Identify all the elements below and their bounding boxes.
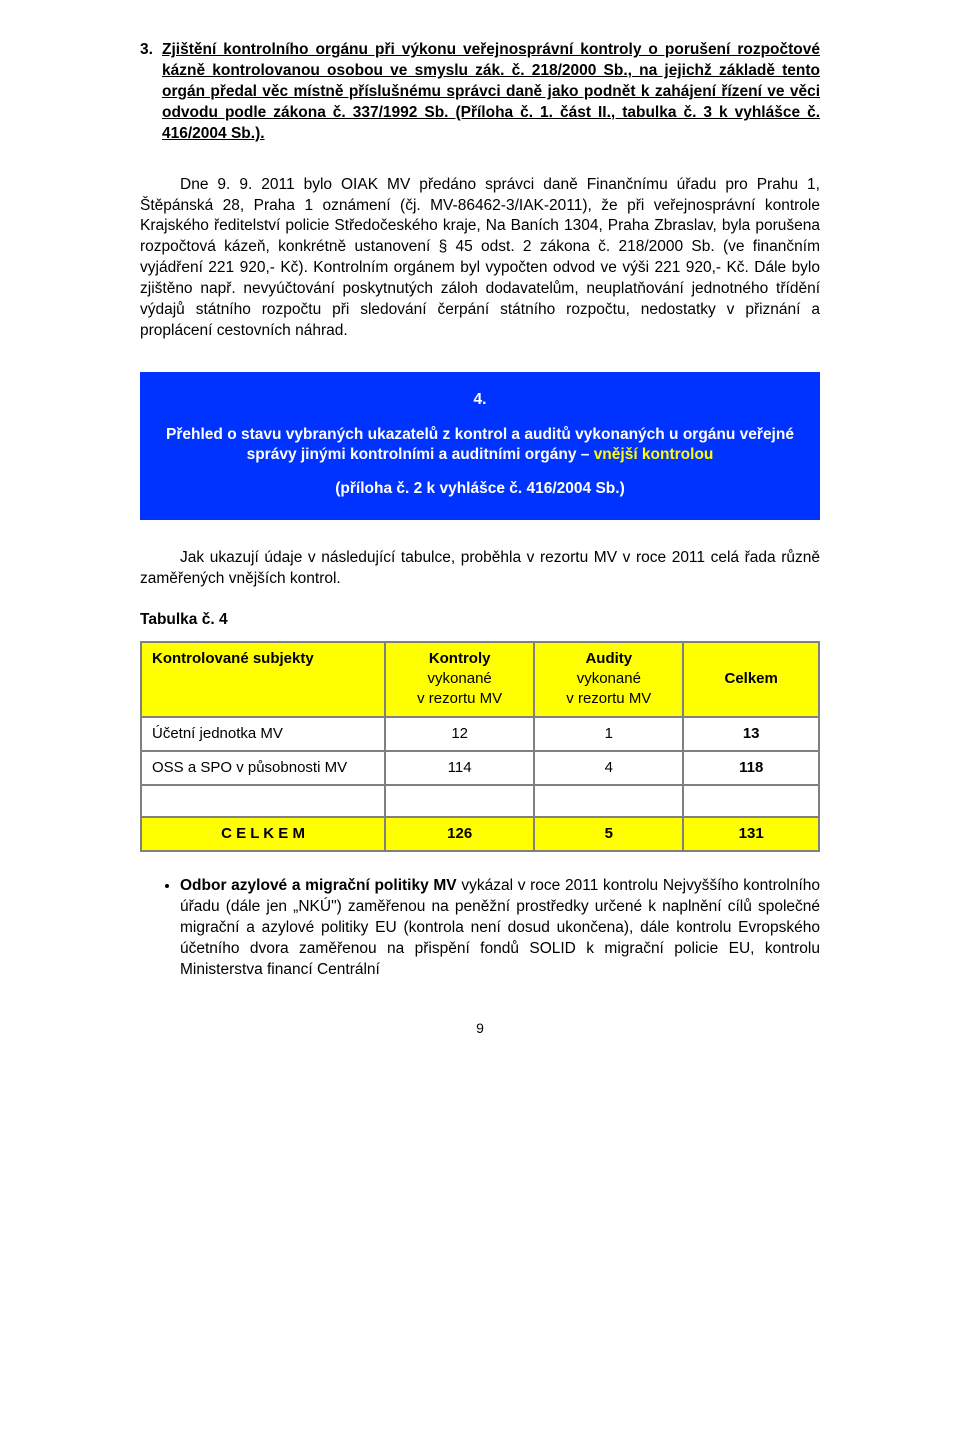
table4-h2: Kontroly vykonané v rezortu MV (385, 642, 534, 717)
table4-h2-l1: Kontroly (429, 650, 491, 667)
table4-r2-c2: 114 (385, 751, 534, 785)
table4-h1: Kontrolované subjekty (141, 642, 385, 717)
table4-h2-l3: v rezortu MV (417, 690, 502, 707)
table4-h4: Celkem (683, 642, 819, 717)
list-item: Odbor azylové a migrační politiky MV vyk… (180, 876, 820, 981)
table4-header-row: Kontrolované subjekty Kontroly vykonané … (141, 642, 819, 717)
section4-subtitle: (příloha č. 2 k vyhlášce č. 416/2004 Sb.… (158, 479, 802, 500)
table-row: Účetní jednotka MV 12 1 13 (141, 717, 819, 751)
table4-h3-l2: vykonané (577, 670, 641, 687)
section4-number: 4. (158, 390, 802, 411)
section3-body: Dne 9. 9. 2011 bylo OIAK MV předáno sprá… (140, 175, 820, 342)
page-number: 9 (140, 1019, 820, 1038)
table4-total-row: C E L K E M 126 5 131 (141, 817, 819, 851)
page-container: 3. Zjištění kontrolního orgánu při výkon… (70, 0, 890, 1068)
section3-heading: 3. Zjištění kontrolního orgánu při výkon… (140, 40, 820, 145)
table4-total-label: C E L K E M (141, 817, 385, 851)
table4-r2-label: OSS a SPO v působnosti MV (141, 751, 385, 785)
table4-r2-c3: 4 (534, 751, 683, 785)
table4: Kontrolované subjekty Kontroly vykonané … (140, 641, 820, 853)
table4-total-c3: 5 (534, 817, 683, 851)
section4-intro: Jak ukazují údaje v následující tabulce,… (140, 548, 820, 590)
table4-caption: Tabulka č. 4 (140, 610, 820, 631)
bullet1-bold: Odbor azylové a migrační politiky MV (180, 877, 457, 894)
table4-total-c2: 126 (385, 817, 534, 851)
table4-r2-c4: 118 (683, 751, 819, 785)
section3-heading-text: Zjištění kontrolního orgánu při výkonu v… (162, 41, 820, 142)
table4-total-c4: 131 (683, 817, 819, 851)
table4-r1-c3: 1 (534, 717, 683, 751)
section4-title-highlight: vnější kontrolou (594, 446, 714, 463)
section4-intro-text: Jak ukazují údaje v následující tabulce,… (140, 549, 820, 587)
table4-spacer (141, 785, 819, 817)
table4-r1-c2: 12 (385, 717, 534, 751)
table4-h2-l2: vykonané (428, 670, 492, 687)
section4-title: Přehled o stavu vybraných ukazatelů z ko… (158, 425, 802, 465)
table4-r1-label: Účetní jednotka MV (141, 717, 385, 751)
bullet-list: Odbor azylové a migrační politiky MV vyk… (140, 876, 820, 981)
table4-h3: Audity vykonané v rezortu MV (534, 642, 683, 717)
table-row: OSS a SPO v působnosti MV 114 4 118 (141, 751, 819, 785)
section4-box: 4. Přehled o stavu vybraných ukazatelů z… (140, 372, 820, 520)
section3-number: 3. (140, 40, 162, 145)
table4-h3-l3: v rezortu MV (566, 690, 651, 707)
section3-heading-underline: Zjištění kontrolního orgánu při výkonu v… (162, 41, 820, 142)
table4-r1-c4: 13 (683, 717, 819, 751)
section3-body-text: Dne 9. 9. 2011 bylo OIAK MV předáno sprá… (140, 176, 820, 339)
table4-h3-l1: Audity (585, 650, 632, 667)
